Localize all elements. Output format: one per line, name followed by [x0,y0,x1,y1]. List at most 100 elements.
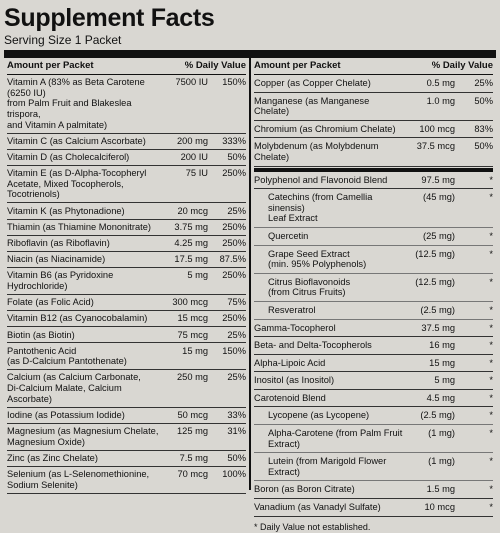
ingredient-row: Gamma-Tocopherol 37.5 mg * [254,320,493,338]
amount: (2.5 mg) [420,410,455,421]
name-line: (as D-Calcium Pantothenate) [7,356,127,367]
name-line: Thiamin (as Thiamine Mononitrate) [7,221,151,232]
ingredient-row: Carotenoid Blend 4.5 mg * [254,390,493,408]
amount: 5 mg [434,375,455,386]
footnote: * Daily Value not established. [254,521,371,532]
amount: 75 mcg [177,329,209,340]
name-line: and Vitamin A palmitate) [7,119,108,130]
daily-value: 250% [222,168,246,179]
ingredient-name: Lutein (from Marigold Flower Extract) [254,456,405,477]
ingredient-name: Boron (as Boron Citrate) [254,484,405,495]
daily-value: 25% [227,329,246,340]
daily-value: * [489,192,493,203]
ingredient-row: Selenium (as L-Selenomethionine, Sodium S… [7,467,246,494]
amount: (2.5 mg) [420,304,455,315]
ingredient-name: Pantothenic Acid (as D-Calcium Pantothena… [7,346,160,367]
name-line: Vitamin B12 (as Cyanocobalamin) [7,313,148,324]
name-line: Folate (as Folic Acid) [7,297,94,308]
ingredient-row: Beta- and Delta-Tocopherols 16 mg * [254,337,493,355]
ingredient-row: Boron (as Boron Citrate) 1.5 mg * [254,481,493,500]
name-line: Vanadium (as Vanadyl Sulfate) [254,502,381,513]
daily-value: 50% [474,95,493,106]
supplement-facts: Supplement Facts Serving Size 1 Packet A… [4,4,496,532]
ingredient-name: Vitamin C (as Calcium Ascorbate) [7,136,160,147]
daily-value: 250% [222,221,246,232]
ingredient-name: Lycopene (as Lycopene) [254,410,405,421]
amount: (12.5 mg) [415,248,455,259]
sub-ingredient-row: Alpha-Carotene (from Palm Fruit Extract)… [254,425,493,454]
daily-value: 250% [222,313,246,324]
name-line: Boron (as Boron Citrate) [254,484,355,495]
daily-value: 50% [227,452,246,463]
ingredient-name: Catechins (from Camellia sinensis) Leaf E… [254,192,405,224]
column-header: Amount per Packet % Daily Value [7,58,246,75]
daily-value: 31% [227,426,246,437]
daily-value: 50% [474,141,493,152]
name-line: Vitamin D (as Cholecalciferol) [7,152,130,163]
sub-ingredient-row: Lutein (from Marigold Flower Extract) (1 … [254,453,493,482]
name-line: Vitamin C (as Calcium Ascorbate) [7,135,146,146]
daily-value: * [489,230,493,241]
name-line: Biotin (as Biotin) [7,329,75,340]
name-line: Catechins (from Camellia sinensis) [268,192,373,213]
daily-value: 25% [474,78,493,88]
amount: 20 mcg [177,205,209,216]
ingredient-row: Molybdenum (as Molybdenum Chelate) 37.5 m… [254,138,493,167]
sub-ingredient-row: Citrus Bioflavonoids (from Citrus Fruits)… [254,274,493,302]
header-dv: % Daily Value [431,60,493,71]
ingredient-name: Vitamin D (as Cholecalciferol) [7,152,160,163]
amount: 125 mg [176,426,208,437]
name-line: Magnesium (as Magnesium Chelate, [7,426,159,437]
amount: 17.5 mg [174,254,208,265]
name-line: (from Citrus Fruits) [268,287,346,298]
name-line: Citrus Bioflavonoids [268,276,351,287]
ingredient-name: Folate (as Folic Acid) [7,297,160,308]
ingredient-name: Riboflavin (as Riboflavin) [7,238,160,249]
daily-value: 25% [227,372,246,383]
ingredient-name: Vanadium (as Vanadyl Sulfate) [254,502,405,513]
amount: (12.5 mg) [415,276,455,287]
daily-value: * [489,456,493,467]
ingredient-name: Vitamin E (as D-Alpha-Tocopheryl Acetate,… [7,168,160,200]
ingredient-name: Iodine (as Potassium Iodide) [7,410,160,421]
header-dv: % Daily Value [184,60,246,71]
amount: 3.75 mg [174,221,208,232]
ingredient-name: Vitamin B12 (as Cyanocobalamin) [7,313,160,324]
name-line: from Palm Fruit and Blakeslea trispora, [7,98,132,120]
amount: (45 mg) [422,192,455,203]
name-line: Magnesium Oxide) [7,436,86,447]
daily-value: * [489,502,493,513]
ingredient-name: Carotenoid Blend [254,393,405,404]
ingredient-name: Biotin (as Biotin) [7,330,160,341]
amount: 7.5 mg [179,452,208,463]
ingredient-name: Beta- and Delta-Tocopherols [254,340,405,351]
amount: 15 mg [429,357,455,368]
name-line: Gamma-Tocopherol [254,322,336,333]
ingredient-row: Vitamin D (as Cholecalciferol) 200 IU 50% [7,150,246,166]
ingredient-name: Citrus Bioflavonoids (from Citrus Fruits) [254,277,405,298]
amount: 4.25 mg [174,237,208,248]
daily-value: * [489,248,493,259]
ingredient-row: Riboflavin (as Riboflavin) 4.25 mg 250% [7,236,246,252]
amount: 250 mg [176,372,208,383]
ingredient-name: Copper (as Copper Chelate) [254,78,405,89]
daily-value: 150% [222,77,246,88]
name-line: Lycopene (as Lycopene) [268,410,370,421]
amount: 10 mcg [424,502,456,513]
name-line: Resveratrol [268,304,316,315]
ingredient-row: Copper (as Copper Chelate) 0.5 mg 25% [254,75,493,93]
name-line: Calcium (as Calcium Carbonate, [7,372,141,383]
ingredient-row: Pantothenic Acid (as D-Calcium Pantothena… [7,343,246,371]
ingredient-name: Thiamin (as Thiamine Mononitrate) [7,222,160,233]
ingredient-name: Quercetin [254,231,405,242]
ingredient-row: Niacin (as Niacinamide) 17.5 mg 87.5% [7,252,246,269]
ingredient-name: Chromium (as Chromium Chelate) [254,124,405,135]
name-line: Quercetin [268,230,309,241]
daily-value: * [489,322,493,333]
thick-divider [254,167,493,172]
ingredient-row: Biotin (as Biotin) 75 mcg 25% [7,327,246,344]
name-line: Niacin (as Niacinamide) [7,254,106,265]
sub-ingredient-row: Catechins (from Camellia sinensis) Leaf E… [254,189,493,228]
name-line: Grape Seed Extract [268,248,350,259]
name-line: Polyphenol and Flavonoid Blend [254,174,388,185]
